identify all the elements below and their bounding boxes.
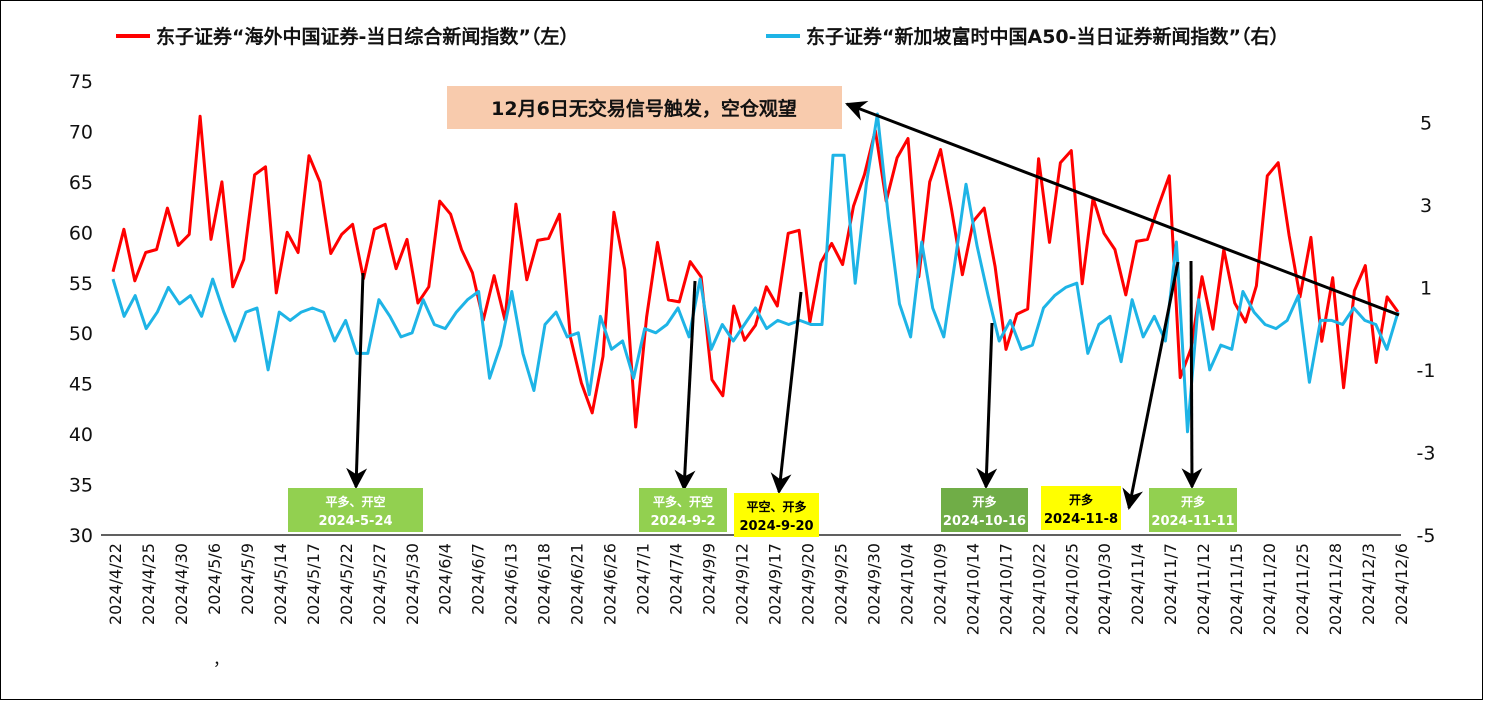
legend-label-1: 东子证券“海外中国证券-当日综合新闻指数”（左） (156, 25, 578, 48)
signal-date: 2024-9-20 (739, 519, 813, 534)
x-tick-label: 2024/10/17 (996, 543, 1015, 635)
y-right-tick-label: -1 (1417, 360, 1436, 382)
y-left-tick-label: 55 (69, 273, 93, 295)
x-tick-label: 2024/6/21 (568, 543, 587, 625)
x-tick-label: 2024/9/12 (733, 543, 752, 625)
y-left-tick-label: 70 (69, 121, 93, 143)
x-tick-label: 2024/10/30 (1095, 543, 1114, 635)
signal-box (941, 488, 1028, 532)
x-tick-label: 2024/4/25 (139, 543, 158, 625)
signal-annotation-5: 开多 2024-11-8 (1041, 486, 1121, 530)
y-left-tick-label: 35 (69, 475, 93, 497)
x-tick-label: 2024/11/12 (1194, 543, 1213, 635)
signal-date: 2024-11-8 (1044, 512, 1118, 527)
x-tick-label: 2024/9/25 (831, 543, 850, 625)
y-right-tick-label: 3 (1420, 195, 1432, 217)
x-tick-label: 2024/5/14 (271, 543, 290, 625)
x-tick-label: 2024/9/20 (798, 543, 817, 625)
y-left-tick-label: 50 (69, 323, 93, 345)
signal-label: 开多 (972, 494, 996, 509)
x-tick-label: 2024/10/4 (897, 543, 916, 625)
signal-arrow-2 (674, 280, 697, 492)
signal-label: 平多、开空 (325, 494, 385, 509)
signal-label: 开多 (1069, 492, 1093, 507)
signal-annotation-6: 开多 2024-11-11 (1149, 488, 1237, 532)
series-line-overseas-news-index (111, 114, 1400, 429)
x-tick-label: 2024/11/4 (1128, 543, 1147, 625)
x-tick-label: 2024/11/20 (1260, 543, 1279, 635)
series-line-a50-news-index (111, 112, 1400, 434)
x-tick-label: 2024/10/25 (1062, 543, 1081, 635)
y-left-tick-label: 30 (69, 525, 93, 547)
x-tick-label: 2024/11/15 (1227, 543, 1246, 635)
y-left-tick-label: 45 (69, 374, 93, 396)
signal-arrow-1 (346, 272, 368, 490)
signal-label: 平多、开空 (653, 494, 713, 509)
x-tick-label: 2024/5/6 (205, 543, 224, 615)
x-tick-label: 2024/4/30 (172, 543, 191, 625)
callout-text: 12月6日无交易信号触发，空仓观望 (491, 97, 797, 120)
x-tick-label: 2024/6/7 (469, 543, 488, 615)
callout-no-signal: 12月6日无交易信号触发，空仓观望 (447, 86, 842, 129)
x-tick-label: 2024/12/6 (1392, 543, 1411, 625)
signal-arrow-6 (1181, 260, 1203, 490)
x-tick-label: 2024/5/17 (304, 543, 323, 625)
x-tick-label: 2024/6/18 (535, 543, 554, 625)
signal-date: 2024-5-24 (318, 514, 392, 529)
x-axis-stray-mark: ， (213, 650, 229, 669)
signal-date: 2024-9-2 (650, 514, 715, 529)
x-tick-label: 2024/10/22 (1029, 543, 1048, 635)
x-tick-label: 2024/12/3 (1359, 543, 1378, 625)
callout-box (447, 86, 842, 129)
x-tick-label: 2024/7/4 (667, 543, 686, 615)
y-right-tick-label: -5 (1417, 525, 1436, 547)
signal-box (288, 488, 423, 532)
y-right-tick-label: 5 (1420, 112, 1432, 134)
x-tick-label: 2024/5/27 (370, 543, 389, 625)
legend-label-2: 东子证券“新加坡富时中国A50-当日证券新闻指数”（右） (806, 25, 1289, 48)
signal-annotation-4: 开多 2024-10-16 (941, 488, 1028, 532)
signal-date: 2024-10-16 (943, 514, 1026, 529)
x-tick-label: 2024/9/17 (765, 543, 784, 625)
signal-arrow-3 (770, 291, 803, 495)
signal-annotation-3: 平空、开多 2024-9-20 (734, 493, 819, 537)
x-tick-label: 2024/10/9 (930, 543, 949, 625)
y-left-tick-label: 75 (69, 71, 93, 93)
x-tick-label: 2024/5/22 (337, 543, 356, 625)
signal-box (639, 488, 727, 532)
signal-annotation-1: 平多、开空 2024-5-24 (288, 488, 423, 532)
signal-annotation-2: 平多、开空 2024-9-2 (639, 488, 727, 532)
x-tick-label: 2024/9/30 (864, 543, 883, 625)
x-tick-label: 2024/5/9 (238, 543, 257, 615)
x-tick-label: 2024/4/22 (106, 543, 125, 625)
y-left-tick-label: 60 (69, 222, 93, 244)
signal-arrow-4 (976, 322, 998, 490)
y-right-tick-label: -3 (1417, 442, 1436, 464)
y-left-tick-label: 40 (69, 424, 93, 446)
y-right-tick-label: 1 (1420, 277, 1432, 299)
x-tick-label: 2024/6/13 (502, 543, 521, 625)
signal-label: 平空、开多 (746, 499, 806, 514)
x-tick-label: 2024/10/14 (963, 543, 982, 635)
signal-box (1041, 486, 1121, 530)
signal-label: 开多 (1181, 494, 1205, 509)
x-tick-label: 2024/6/4 (436, 543, 455, 615)
signal-date: 2024-11-11 (1151, 514, 1234, 529)
x-tick-label: 2024/5/30 (403, 543, 422, 625)
x-tick-label: 2024/7/1 (634, 543, 653, 615)
x-tick-label: 2024/11/28 (1326, 543, 1345, 635)
x-tick-label: 2024/9/9 (700, 543, 719, 615)
signal-box (734, 493, 819, 537)
callout-arrow (845, 100, 1400, 317)
signal-box (1149, 488, 1237, 532)
y-left-tick-label: 65 (69, 172, 93, 194)
x-tick-label: 2024/6/26 (601, 543, 620, 625)
x-tick-label: 2024/11/7 (1161, 543, 1180, 625)
x-tick-label: 2024/11/25 (1293, 543, 1312, 635)
signal-arrow-5 (1122, 261, 1180, 511)
